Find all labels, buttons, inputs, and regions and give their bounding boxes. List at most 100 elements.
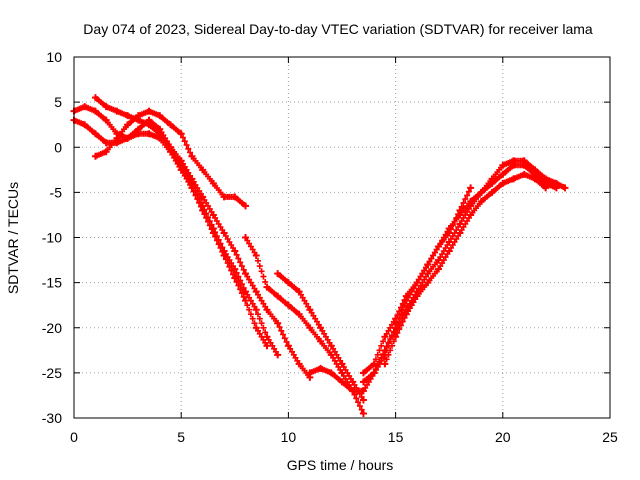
- data-point: [134, 112, 142, 120]
- x-tick-label: 15: [388, 429, 404, 445]
- data-point: [252, 252, 260, 260]
- data-point: [242, 270, 250, 278]
- data-point: [317, 337, 325, 345]
- data-point: [295, 360, 303, 368]
- data-point: [402, 292, 410, 300]
- data-point: [252, 324, 260, 332]
- data-point: [231, 193, 239, 201]
- data-point: [499, 179, 507, 187]
- data-point: [199, 202, 207, 210]
- y-axis-label: SDTVAR / TECUs: [5, 182, 21, 294]
- data-point: [177, 157, 185, 165]
- x-tick-label: 10: [281, 429, 297, 445]
- data-point: [252, 288, 260, 296]
- data-point: [242, 202, 250, 210]
- data-point: [145, 121, 153, 129]
- y-tick-label: -30: [42, 410, 62, 426]
- data-point: [242, 297, 250, 305]
- data-point: [209, 211, 217, 219]
- data-point: [284, 301, 292, 309]
- data-point: [220, 193, 228, 201]
- data-point: [263, 306, 271, 314]
- y-tick-label: 0: [54, 139, 62, 155]
- data-point: [370, 360, 378, 368]
- data-point: [124, 112, 132, 120]
- data-point: [434, 265, 442, 273]
- data-point: [306, 306, 314, 314]
- data-point: [445, 238, 453, 246]
- data-point: [381, 360, 389, 368]
- y-tick-label: 10: [46, 49, 62, 65]
- data-point: [199, 166, 207, 174]
- data-point: [91, 130, 99, 138]
- data-point: [510, 175, 518, 183]
- y-tick-label: -25: [42, 365, 62, 381]
- data-point: [124, 134, 132, 142]
- data-point: [424, 279, 432, 287]
- y-tick-label: -20: [42, 320, 62, 336]
- data-point: [113, 107, 121, 115]
- data-point: [220, 247, 228, 255]
- data-point: [295, 288, 303, 296]
- data-point: [445, 224, 453, 232]
- x-tick-label: 20: [495, 429, 511, 445]
- data-point: [338, 360, 346, 368]
- data-point: [124, 121, 132, 129]
- data-point: [359, 396, 367, 404]
- data-point: [242, 288, 250, 296]
- data-point: [102, 148, 110, 156]
- data-point: [467, 202, 475, 210]
- data-point: [499, 170, 507, 178]
- data-point: [424, 261, 432, 269]
- data-point: [510, 161, 518, 169]
- data-point: [561, 184, 569, 192]
- data-point: [166, 143, 174, 151]
- data-point: [242, 234, 250, 241]
- data-point: [91, 94, 99, 102]
- data-point: [477, 197, 485, 205]
- y-tick-label: -5: [50, 184, 63, 200]
- data-point: [477, 188, 485, 196]
- data-point: [166, 121, 174, 129]
- data-point: [263, 333, 271, 341]
- data-point: [392, 324, 400, 332]
- data-point: [520, 170, 528, 178]
- data-point: [542, 184, 550, 192]
- data-point: [392, 315, 400, 323]
- data-point: [145, 107, 153, 115]
- data-point: [434, 243, 442, 251]
- x-tick-label: 0: [70, 429, 78, 445]
- data-point: [177, 130, 185, 138]
- data-point: [113, 134, 121, 142]
- data-point: [274, 292, 282, 300]
- data-point: [456, 220, 464, 228]
- data-point: [188, 175, 196, 183]
- data-point: [295, 310, 303, 318]
- data-point: [274, 270, 282, 278]
- data-point: [209, 224, 217, 232]
- x-axis-label: GPS time / hours: [287, 457, 394, 473]
- data-point: [359, 409, 367, 417]
- data-point: [209, 179, 217, 187]
- data-point: [424, 270, 432, 278]
- data-point: [338, 369, 346, 377]
- data-point: [231, 247, 239, 255]
- data-point: [402, 310, 410, 318]
- data-point: [199, 193, 207, 201]
- data-point: [456, 211, 464, 219]
- data-point: [317, 364, 325, 372]
- data-point: [263, 283, 271, 291]
- data-point: [91, 107, 99, 115]
- data-point: [392, 333, 400, 341]
- y-tick-label: -15: [42, 275, 62, 291]
- y-tick-label: 5: [54, 94, 62, 110]
- data-point: [231, 265, 239, 273]
- data-point: [327, 369, 335, 377]
- x-tick-label: 5: [177, 429, 185, 445]
- data-point: [381, 333, 389, 341]
- series-track-8: [359, 157, 569, 377]
- data-point: [467, 184, 475, 192]
- x-tick-label: 25: [602, 429, 618, 445]
- data-point: [91, 152, 99, 160]
